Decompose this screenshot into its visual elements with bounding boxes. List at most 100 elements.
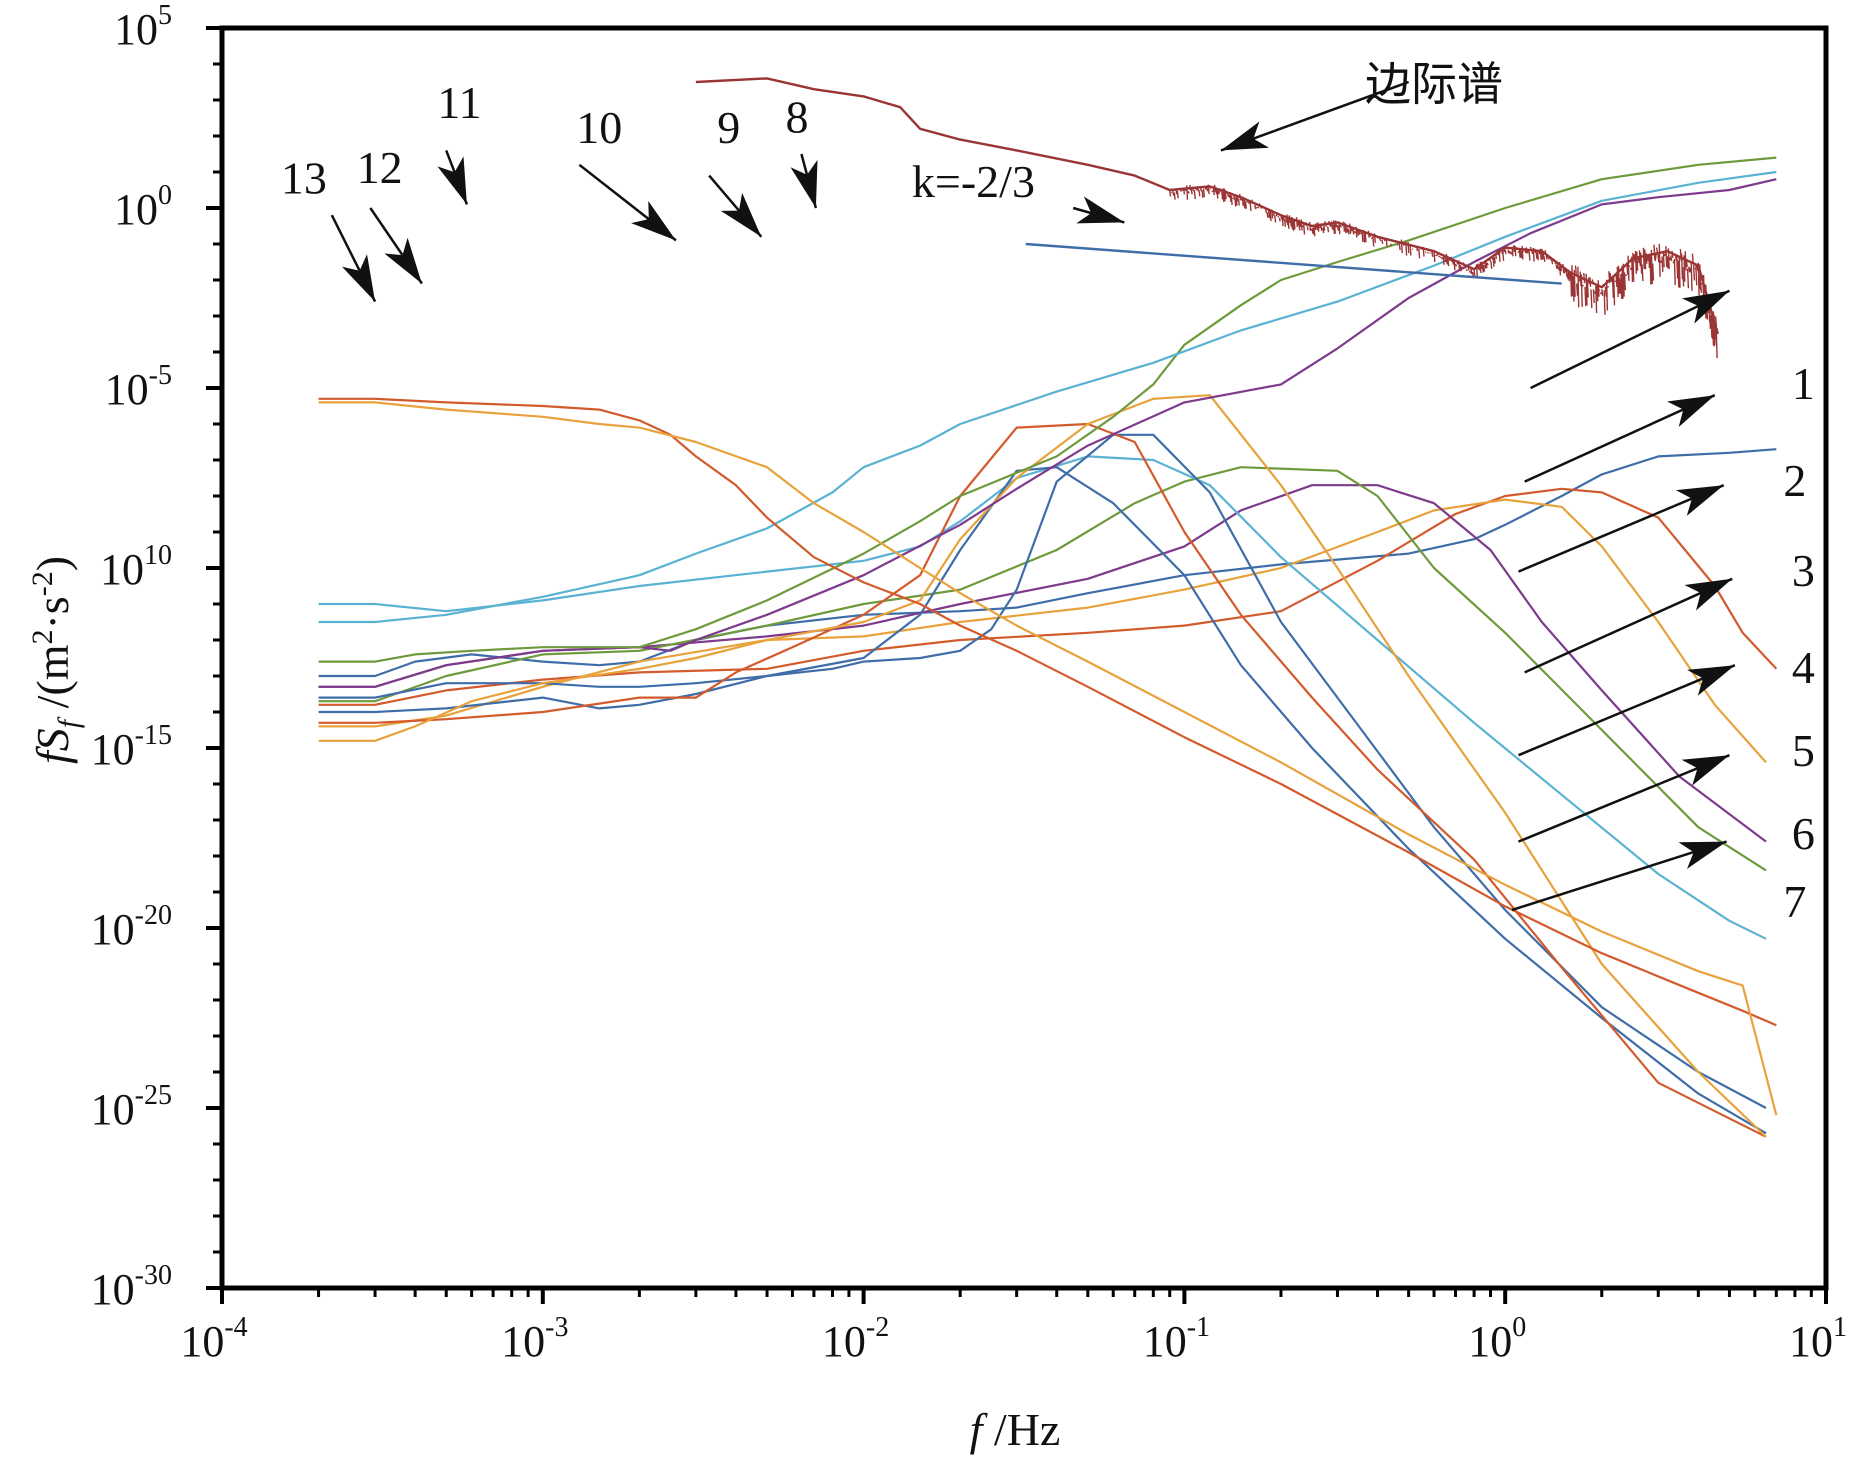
annotation-label-5: 5 <box>1792 725 1815 776</box>
y-tick-exponent: 0 <box>158 180 172 211</box>
annotation-label-k=-2/3: k=-2/3 <box>912 156 1035 207</box>
pointer-arrow-shaft <box>1517 484 1725 573</box>
y-tick-base: 10 <box>114 185 158 234</box>
annotation-label-4: 4 <box>1792 642 1815 693</box>
series-line-14 <box>318 397 1777 1027</box>
y-tick-label: 10-25 <box>91 1080 172 1134</box>
annotation-label-2: 2 <box>1783 455 1806 506</box>
x-tick-exponent: -2 <box>866 1312 889 1343</box>
pointer-arrow-head <box>1684 578 1733 611</box>
y-tick-exponent: -5 <box>149 360 172 391</box>
annotation-label-6: 6 <box>1792 808 1815 859</box>
y-tick-base: 10 <box>91 725 135 774</box>
x-tick-exponent: -1 <box>1187 1312 1210 1343</box>
series-line-12 <box>318 156 1777 663</box>
series-line-15 <box>318 401 1778 1116</box>
x-tick-label: 10-4 <box>180 1312 247 1366</box>
pointer-arrow-shaft <box>1517 664 1736 757</box>
x-tick-exponent: 1 <box>1833 1312 1847 1343</box>
pointer-arrow-head <box>384 237 422 284</box>
y-tick-label: 10-30 <box>91 1260 172 1314</box>
y-axis-title: fSf /(m2·s-2) <box>26 556 85 764</box>
plot-frame-rect <box>219 25 1829 1291</box>
pointer-arrow-shaft <box>1524 577 1733 674</box>
annotation-label-1: 1 <box>1792 358 1815 409</box>
y-tick-base: 10 <box>114 5 158 54</box>
y-axis-title-sup1: 2 <box>26 630 59 645</box>
x-tick-label: 10-3 <box>501 1312 568 1366</box>
y-tick-label: 10-5 <box>105 360 172 414</box>
pointer-arrow-head <box>1687 665 1735 696</box>
y-tick-label: 100 <box>114 180 172 234</box>
plot-frame <box>219 25 1829 1291</box>
x-tick-exponent: -4 <box>224 1312 247 1343</box>
x-tick-base: 10 <box>180 1317 224 1366</box>
marginal-spectrum-noise <box>1169 184 1719 359</box>
pointer-arrow-head <box>1681 755 1730 786</box>
x-tick-label: 10-2 <box>822 1312 889 1366</box>
annotation-label-边际谱: 边际谱 <box>1365 57 1503 111</box>
y-tick-label: 1010 <box>100 540 172 594</box>
x-axis-title: f /Hz <box>970 1404 1061 1455</box>
y-tick-base: 10 <box>105 365 149 414</box>
axis-ticks: 10-4 10-3 10-2 10-1 100 10110510010-5101010-1… <box>91 0 1847 1366</box>
x-tick-base: 10 <box>822 1317 866 1366</box>
series-line-2 <box>318 487 1778 706</box>
series-line-13 <box>318 170 1777 624</box>
reference-slope-line <box>1025 242 1562 285</box>
marginal-spectrum-line <box>695 77 1719 335</box>
x-tick-exponent: -3 <box>545 1312 568 1343</box>
x-tick-base: 10 <box>1789 1317 1833 1366</box>
pointer-arrow-shaft <box>1530 289 1730 390</box>
y-axis-title-fs: fS <box>27 728 78 764</box>
series-line-10 <box>318 394 1767 1138</box>
pointer-arrow-shaft <box>1518 754 1730 843</box>
x-axis-title-unit: /Hz <box>982 1404 1060 1455</box>
y-tick-exponent: -25 <box>135 1080 172 1111</box>
y-axis-title-sup2: -2 <box>26 571 59 596</box>
pointer-arrow-shaft <box>1524 394 1716 483</box>
y-tick-exponent: -20 <box>135 900 172 931</box>
series-line-11 <box>318 178 1777 688</box>
pointer-arrow-head <box>720 192 762 237</box>
y-tick-base: 10 <box>91 1265 135 1314</box>
series-line-9 <box>318 422 1767 1138</box>
annotation-label-11: 11 <box>437 77 481 128</box>
y-tick-label: 105 <box>114 0 172 54</box>
y-tick-exponent: -30 <box>135 1260 172 1291</box>
pointer-arrow-head <box>1675 485 1724 516</box>
annotation-label-7: 7 <box>1783 876 1806 927</box>
series-line-7 <box>318 466 1767 1135</box>
annotation-label-10: 10 <box>576 102 622 153</box>
annotation-label-8: 8 <box>785 91 808 142</box>
annotation-label-13: 13 <box>281 153 327 204</box>
pointer-arrow-head <box>631 201 676 241</box>
annotation-label-12: 12 <box>357 142 403 193</box>
pointer-arrow-head <box>1682 290 1730 324</box>
pointer-arrow-head <box>790 159 818 208</box>
pointer-arrow-head <box>437 156 467 205</box>
y-tick-base: 10 <box>100 545 144 594</box>
x-tick-label: 10-1 <box>1143 1312 1210 1366</box>
series-line-8 <box>318 433 1767 1109</box>
x-tick-exponent: 0 <box>1512 1312 1526 1343</box>
y-tick-label: 10-15 <box>91 720 172 774</box>
annotation-label-3: 3 <box>1792 545 1815 596</box>
y-tick-label: 10-20 <box>91 900 172 954</box>
x-tick-label: 100 <box>1468 1312 1526 1366</box>
pointer-arrow-shaft <box>1511 840 1727 912</box>
x-tick-label: 101 <box>1789 1312 1847 1366</box>
series-line-5 <box>318 466 1767 872</box>
pointer-arrow-head <box>342 254 376 302</box>
x-tick-base: 10 <box>501 1317 545 1366</box>
y-tick-base: 10 <box>91 905 135 954</box>
x-tick-base: 10 <box>1143 1317 1187 1366</box>
pointer-arrow-head <box>1076 196 1125 224</box>
y-tick-exponent: 10 <box>144 540 172 571</box>
y-axis-title-mid: ·s <box>27 596 78 629</box>
y-axis-title-open: /(m <box>27 644 78 720</box>
pointer-arrow-head <box>1667 395 1715 427</box>
